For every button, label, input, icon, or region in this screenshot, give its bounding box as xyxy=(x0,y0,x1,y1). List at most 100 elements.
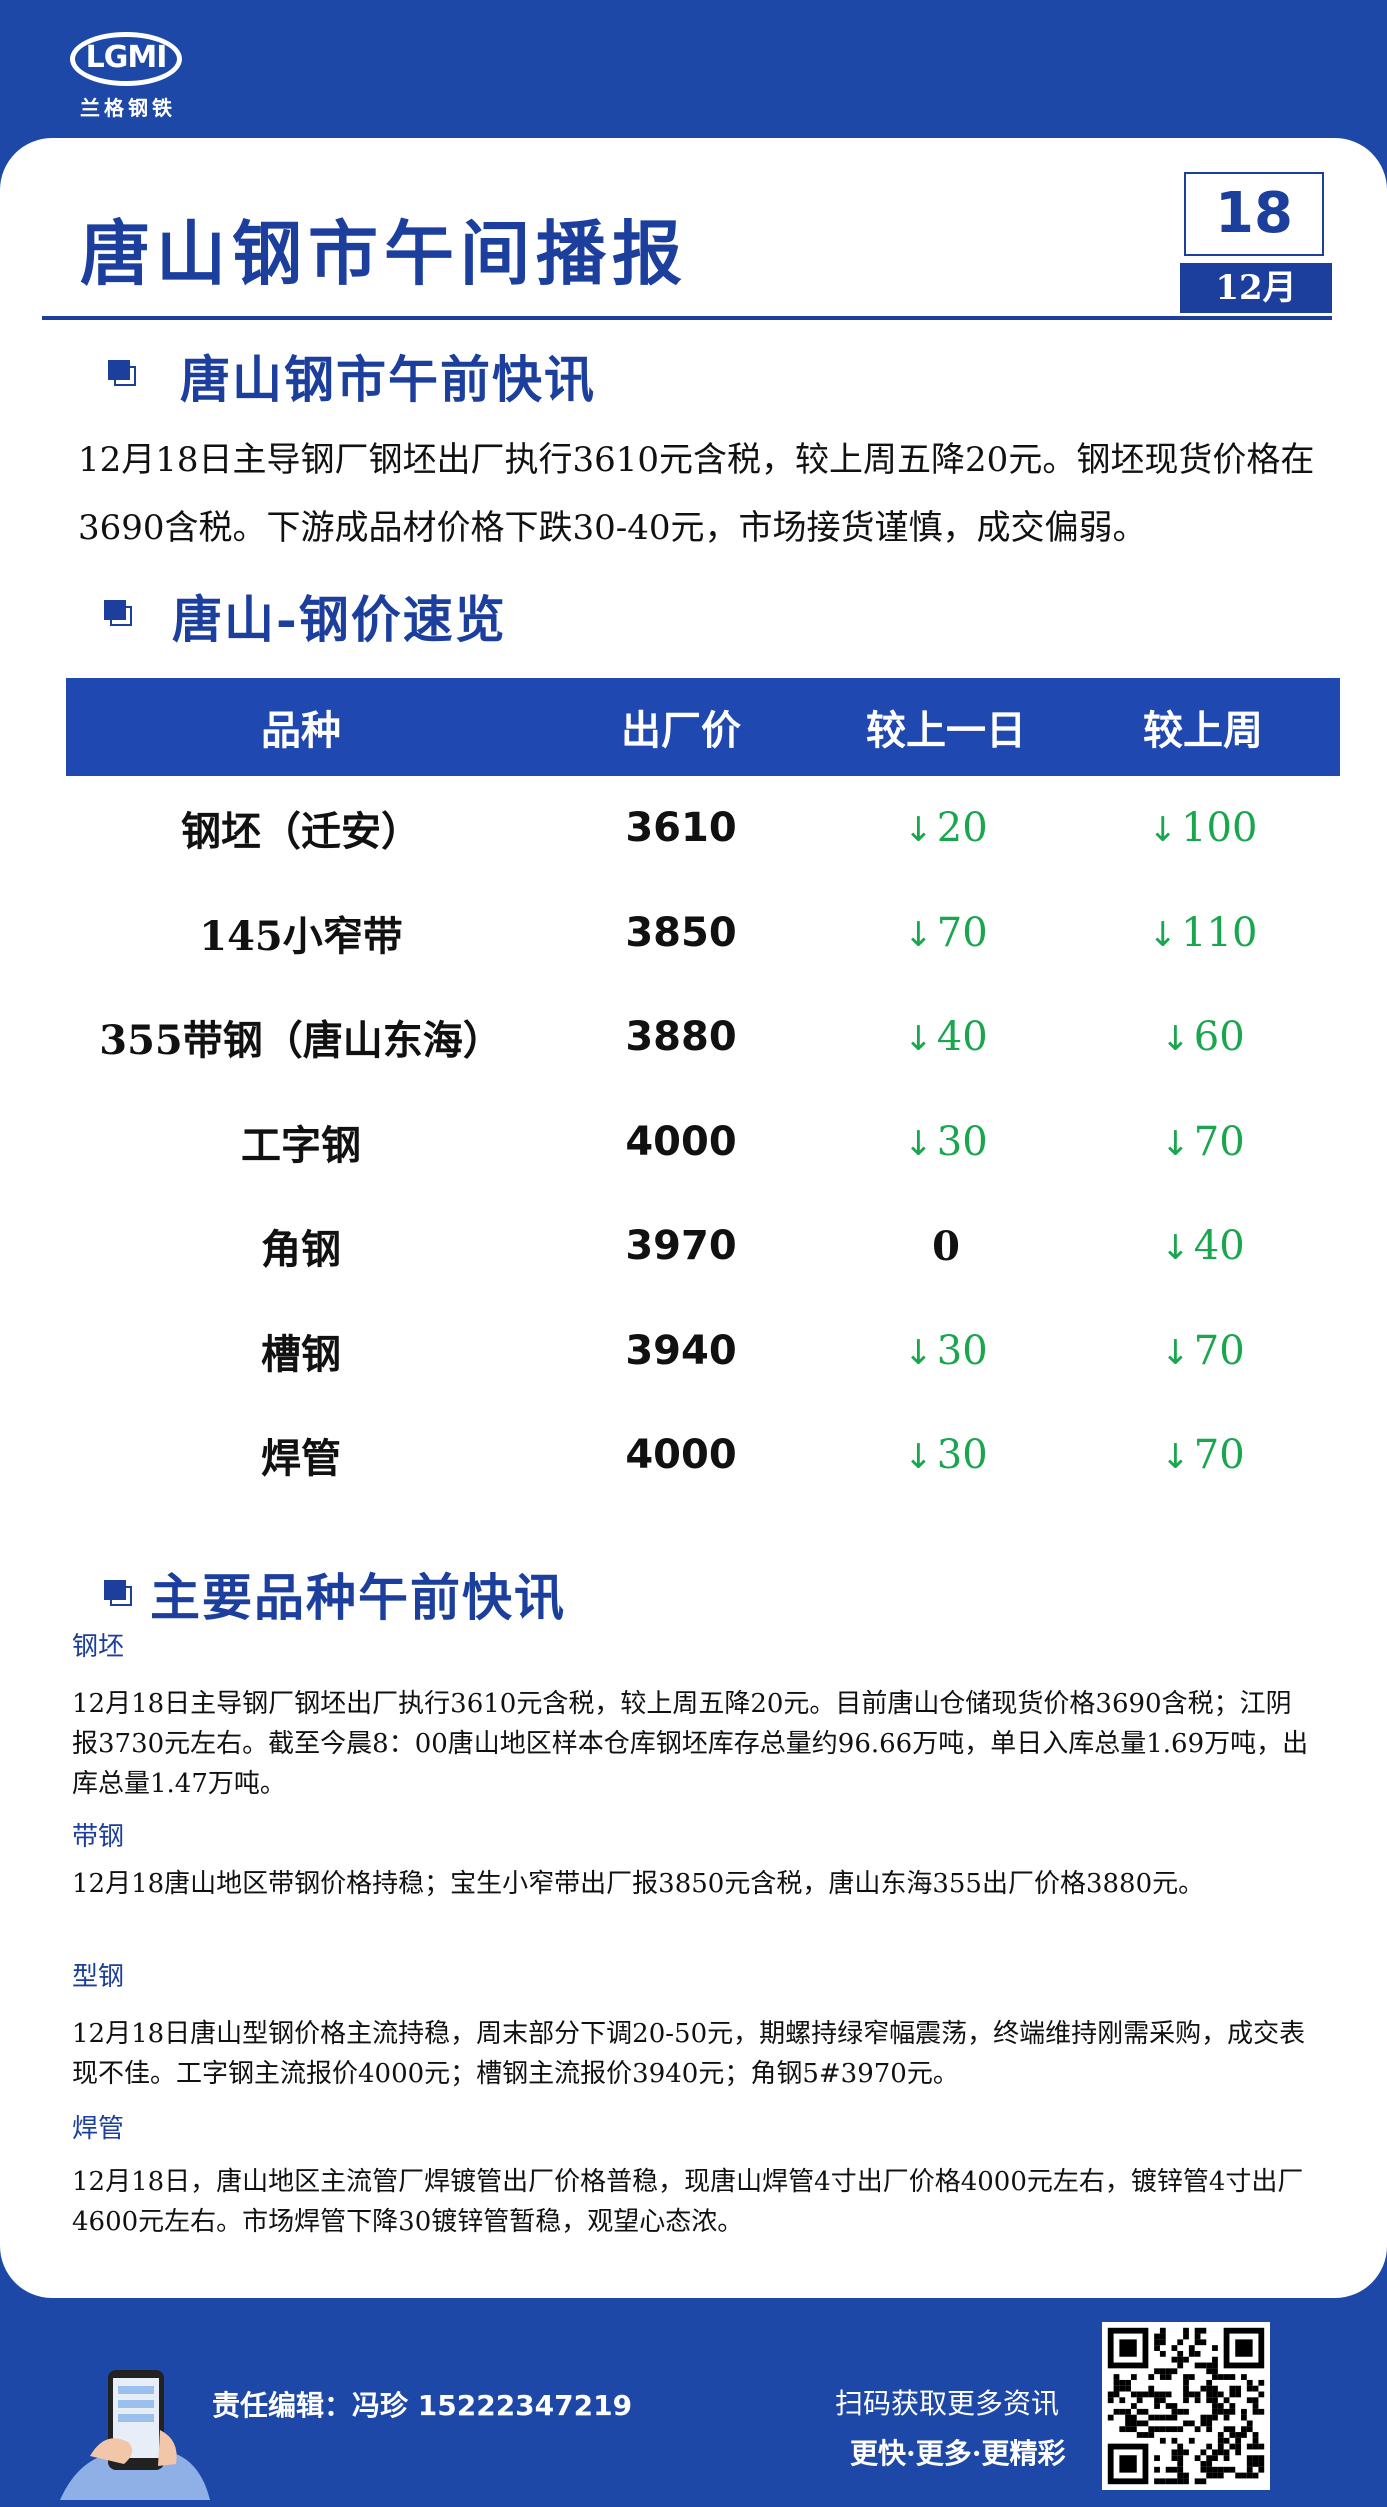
daily-change: ↓ 40 xyxy=(826,1014,1066,1060)
product-name: 工字钢 xyxy=(66,1113,536,1171)
section-heading-morning-news: 唐山钢市午前快讯 xyxy=(180,350,596,409)
section-square-icon xyxy=(108,360,136,386)
table-body: 钢坯（迁安） 3610 ↓ 20 ↓ 100 145小窄带 3850 ↓ 70 ↓ 110 355带钢（… xyxy=(66,776,1340,1508)
subsection-text-strip: 12月18唐山地区带钢价格持稳；宝生小窄带出厂报3850元含税，唐山东海355出… xyxy=(72,1869,1205,1899)
qr-code[interactable] xyxy=(1102,2322,1270,2490)
factory-price: 3850 xyxy=(536,910,826,956)
table-row: 角钢 3970 0 ↓ 40 xyxy=(66,1194,1340,1299)
scan-prompt: 扫码获取更多资讯 xyxy=(835,2387,1060,2420)
subsection-label-strip: 带钢 xyxy=(72,1822,125,1852)
table-header: 品种 出厂价 较上一日 较上周 xyxy=(66,678,1340,776)
date-month: 12月 xyxy=(1180,263,1332,313)
daily-change-value: 70 xyxy=(936,909,988,956)
factory-price: 3610 xyxy=(536,805,826,851)
subsection-text-section-steel: 12月18日唐山型钢价格主流持稳，周末部分下调20-50元，期螺持绿窄幅震荡，终… xyxy=(72,2019,1306,2089)
factory-price-value: 3880 xyxy=(625,1014,737,1061)
table-row: 焊管 4000 ↓ 30 ↓ 70 xyxy=(66,1403,1340,1508)
product-name-value: 槽钢 xyxy=(261,1330,341,1378)
daily-change-value: 30 xyxy=(936,1118,988,1165)
daily-change: ↓ 20 xyxy=(826,805,1066,851)
down-arrow-icon: ↓ xyxy=(1161,1228,1190,1269)
section-heading-price-overview: 唐山-钢价速览 xyxy=(172,590,507,649)
weekly-change: ↓ 70 xyxy=(1066,1328,1340,1374)
factory-price-value: 3940 xyxy=(625,1327,737,1374)
product-name: 355带钢（唐山东海） xyxy=(66,1008,536,1066)
editor-phone: 15222347219 xyxy=(417,2389,633,2422)
product-name: 焊管 xyxy=(66,1426,536,1484)
column-header-price: 出厂价 xyxy=(621,707,741,754)
product-name-value: 钢坯（迁安） xyxy=(181,808,421,856)
section-square-icon xyxy=(104,600,132,626)
factory-price: 3970 xyxy=(536,1223,826,1269)
factory-price-value: 3610 xyxy=(625,805,737,852)
down-arrow-icon: ↓ xyxy=(904,1019,933,1060)
weekly-change: ↓ 60 xyxy=(1066,1014,1340,1060)
weekly-change-value: 40 xyxy=(1193,1223,1245,1270)
down-arrow-icon: ↓ xyxy=(1161,1019,1190,1060)
subsection-text-welded-pipe: 12月18日，唐山地区主流管厂焊镀管出厂价格普稳，现唐山焊管4寸出厂价格4000… xyxy=(72,2167,1304,2237)
logo-cn-text: 兰格钢铁 xyxy=(80,96,176,120)
down-arrow-icon: ↓ xyxy=(904,914,933,955)
column-header-daily-change: 较上一日 xyxy=(866,707,1026,754)
down-arrow-icon: ↓ xyxy=(1161,1332,1190,1373)
factory-price: 3880 xyxy=(536,1014,826,1060)
column-header-product: 品种 xyxy=(261,707,341,754)
daily-change-value: 40 xyxy=(936,1014,988,1061)
daily-change: ↓ 30 xyxy=(826,1119,1066,1165)
factory-price-value: 3970 xyxy=(625,1223,737,1270)
weekly-change-value: 70 xyxy=(1193,1327,1245,1374)
table-row: 槽钢 3940 ↓ 30 ↓ 70 xyxy=(66,1299,1340,1404)
table-row: 钢坯（迁安） 3610 ↓ 20 ↓ 100 xyxy=(66,776,1340,881)
daily-change: ↓ 30 xyxy=(826,1328,1066,1374)
logo-text: LGMI xyxy=(85,40,168,75)
editor-label: 责任编辑：冯珍 xyxy=(212,2389,409,2422)
product-name: 角钢 xyxy=(66,1217,536,1275)
down-arrow-icon: ↓ xyxy=(1148,810,1178,851)
factory-price: 3940 xyxy=(536,1328,826,1374)
factory-price-value: 4000 xyxy=(625,1432,737,1479)
weekly-change: ↓ 100 xyxy=(1066,805,1340,851)
weekly-change-value: 60 xyxy=(1193,1014,1245,1061)
factory-price: 4000 xyxy=(536,1432,826,1478)
daily-change: 0 xyxy=(826,1223,1066,1270)
weekly-change-value: 100 xyxy=(1181,805,1258,852)
down-arrow-icon: ↓ xyxy=(904,1437,933,1478)
down-arrow-icon: ↓ xyxy=(904,1123,933,1164)
phone-hand-icon xyxy=(60,2370,210,2500)
down-arrow-icon: ↓ xyxy=(1161,1437,1190,1478)
weekly-change: ↓ 110 xyxy=(1066,910,1340,956)
daily-change: ↓ 70 xyxy=(826,910,1066,956)
product-name-value: 焊管 xyxy=(261,1435,341,1483)
date-day: 18 xyxy=(1184,172,1324,256)
section-heading-key-products: 主要品种午前快讯 xyxy=(150,1568,566,1627)
down-arrow-icon: ↓ xyxy=(1161,1123,1190,1164)
daily-change-value: 30 xyxy=(936,1327,988,1374)
weekly-change-value: 70 xyxy=(1193,1432,1245,1479)
column-header-weekly-change: 较上周 xyxy=(1143,707,1263,754)
subsection-label-welded-pipe: 焊管 xyxy=(72,2114,125,2144)
weekly-change-value: 110 xyxy=(1181,909,1258,956)
product-name-value: 145小窄带 xyxy=(199,912,403,960)
daily-change: ↓ 30 xyxy=(826,1432,1066,1478)
product-name-value: 工字钢 xyxy=(241,1121,361,1169)
lgmi-logo: LGMI 兰格钢铁 xyxy=(70,32,190,122)
down-arrow-icon: ↓ xyxy=(904,1332,933,1373)
table-row: 工字钢 4000 ↓ 30 ↓ 70 xyxy=(66,1090,1340,1195)
product-name: 槽钢 xyxy=(66,1322,536,1380)
product-name-value: 355带钢（唐山东海） xyxy=(99,1017,503,1065)
product-name-value: 角钢 xyxy=(261,1226,341,1274)
factory-price-value: 3850 xyxy=(625,909,737,956)
factory-price: 4000 xyxy=(536,1119,826,1165)
subsection-text-billet: 12月18日主导钢厂钢坯出厂执行3610元含税，较上周五降20元。目前唐山仓储现… xyxy=(72,1689,1309,1799)
table-row: 145小窄带 3850 ↓ 70 ↓ 110 xyxy=(66,881,1340,986)
weekly-change: ↓ 70 xyxy=(1066,1432,1340,1478)
weekly-change: ↓ 40 xyxy=(1066,1223,1340,1269)
price-table: 品种 出厂价 较上一日 较上周 钢坯（迁安） 3610 ↓ 20 ↓ 100 145小窄带 3… xyxy=(66,678,1340,1508)
subsection-label-billet: 钢坯 xyxy=(72,1632,125,1662)
product-name: 145小窄带 xyxy=(66,904,536,962)
slogan: 更快·更多·更精彩 xyxy=(850,2437,1066,2470)
daily-change-value: 0 xyxy=(932,1222,960,1270)
title-divider xyxy=(42,316,1332,320)
down-arrow-icon: ↓ xyxy=(1148,914,1178,955)
product-name: 钢坯（迁安） xyxy=(66,799,536,857)
